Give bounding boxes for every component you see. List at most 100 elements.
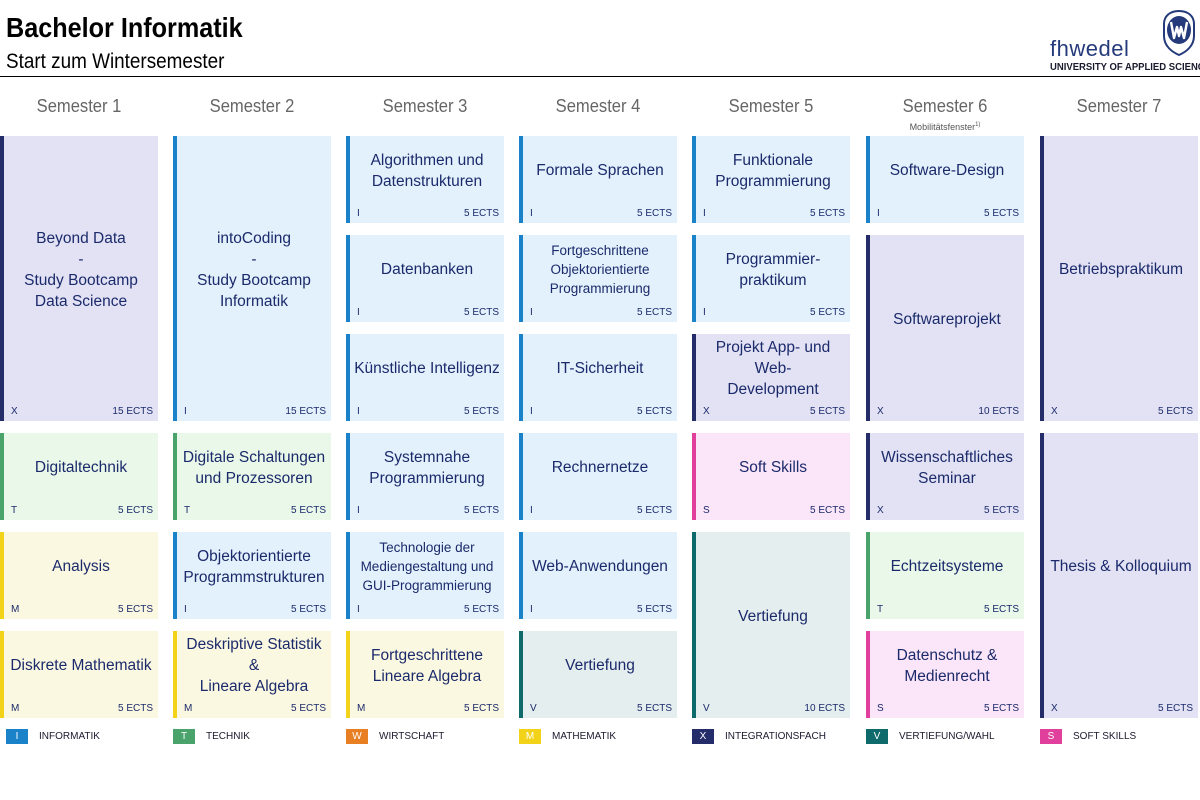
module-card-softwareprojekt: Softwareprojekt X 10 ECTS bbox=[866, 235, 1024, 421]
module-title: Formale Sprachen bbox=[536, 162, 664, 179]
semester-2-heading: Semester 2 bbox=[209, 96, 295, 116]
module-card-web-anwendungen: Web-Anwendungen I 5 ECTS bbox=[519, 532, 677, 619]
module-category-code: X bbox=[11, 406, 18, 417]
module-ects: 5 ECTS bbox=[290, 604, 326, 615]
module-card-kuenstliche-intelligenz: Künstliche Intelligenz I 5 ECTS bbox=[346, 334, 504, 421]
module-ects: 5 ECTS bbox=[463, 307, 499, 318]
module-ects: 5 ECTS bbox=[636, 208, 672, 219]
module-ects: 5 ECTS bbox=[463, 505, 499, 516]
module-category-code: I bbox=[530, 307, 533, 318]
module-ects: 5 ECTS bbox=[636, 406, 672, 417]
module-title: Funktionale Programmierung bbox=[715, 151, 831, 190]
module-title: Beyond Data - Study Bootcamp Data Scienc… bbox=[24, 229, 138, 310]
module-card-soft-skills: Soft Skills S 5 ECTS bbox=[692, 433, 850, 520]
semester-3-heading: Semester 3 bbox=[382, 96, 468, 116]
module-ects: 5 ECTS bbox=[117, 703, 153, 714]
module-title: Software-Design bbox=[889, 162, 1005, 179]
module-ects: 10 ECTS bbox=[978, 406, 1019, 417]
module-title: Softwareprojekt bbox=[893, 310, 1001, 328]
header-divider bbox=[0, 76, 1200, 77]
module-ects: 5 ECTS bbox=[809, 208, 845, 219]
module-category-code: I bbox=[530, 604, 533, 615]
module-title: Digitaltechnik bbox=[34, 459, 128, 476]
module-title: Vertiefung bbox=[565, 657, 635, 674]
module-category-code: X bbox=[703, 406, 710, 417]
module-title: Analysis bbox=[52, 558, 110, 575]
module-card-digitale-schaltungen-und-prozessoren: Digitale Schaltungen und Prozessoren T 5 E… bbox=[173, 433, 331, 520]
module-title: Deskriptive Statistik & Lineare Algebra bbox=[186, 636, 322, 695]
module-category-code: X bbox=[1051, 406, 1058, 417]
mobility-window-footnote-mark: 1) bbox=[975, 122, 981, 128]
module-ects: 5 ECTS bbox=[290, 703, 326, 714]
module-title: Diskrete Mathematik bbox=[10, 657, 152, 674]
module-category-code: I bbox=[530, 505, 533, 516]
module-card-vertiefung: Vertiefung V 10 ECTS bbox=[692, 532, 850, 718]
module-ects: 5 ECTS bbox=[809, 307, 845, 318]
module-category-code: M bbox=[357, 703, 366, 714]
module-title: Web-Anwendungen bbox=[532, 558, 668, 575]
module-title: Künstliche Intelligenz bbox=[354, 360, 500, 377]
module-ects: 5 ECTS bbox=[636, 703, 672, 714]
module-ects: 5 ECTS bbox=[809, 505, 845, 516]
semester-4-heading: Semester 4 bbox=[555, 96, 641, 116]
module-category-code: X bbox=[877, 505, 884, 516]
mobility-window-label: Mobilitätsfenster bbox=[909, 122, 976, 132]
semester-7-heading: Semester 7 bbox=[1076, 96, 1162, 116]
module-ects: 5 ECTS bbox=[463, 208, 499, 219]
page-subtitle: Start zum Wintersemester bbox=[6, 50, 225, 73]
module-category-code: S bbox=[877, 703, 884, 714]
module-category-code: I bbox=[703, 307, 706, 318]
module-category-code: M bbox=[11, 604, 20, 615]
module-category-code: I bbox=[357, 604, 360, 615]
module-category-code: M bbox=[11, 703, 20, 714]
module-ects: 5 ECTS bbox=[117, 604, 153, 615]
module-card-fortgeschrittene-lineare-algebra: Fortgeschrittene Lineare Algebra M 5 ECTS bbox=[346, 631, 504, 718]
legend-swatch: T bbox=[173, 729, 195, 744]
module-category-code: I bbox=[530, 406, 533, 417]
module-category-code: I bbox=[357, 505, 360, 516]
legend-label: MATHEMATIK bbox=[552, 731, 617, 742]
module-category-code: I bbox=[184, 406, 187, 417]
module-category-code: T bbox=[11, 505, 18, 516]
legend-swatch: S bbox=[1040, 729, 1062, 744]
module-ects: 5 ECTS bbox=[636, 604, 672, 615]
module-ects: 5 ECTS bbox=[463, 604, 499, 615]
module-card-intocoding-study-bootcamp-informatik: intoCoding - Study Bootcamp Informatik I 1… bbox=[173, 136, 331, 421]
module-card-datenbanken: Datenbanken I 5 ECTS bbox=[346, 235, 504, 322]
module-ects: 5 ECTS bbox=[1157, 406, 1193, 417]
module-card-digitaltechnik: Digitaltechnik T 5 ECTS bbox=[0, 433, 158, 520]
module-title: IT-Sicherheit bbox=[556, 360, 644, 377]
module-ects: 5 ECTS bbox=[983, 604, 1019, 615]
module-ects: 5 ECTS bbox=[983, 703, 1019, 714]
module-card-technologie-der-mediengestaltung-und-gui-programmierung: Technologie der Mediengestaltung und GUI… bbox=[346, 532, 504, 619]
module-card-betriebspraktikum: Betriebspraktikum X 5 ECTS bbox=[1040, 136, 1198, 421]
module-ects: 5 ECTS bbox=[463, 406, 499, 417]
module-title: Wissenschaftliches Seminar bbox=[881, 448, 1013, 487]
module-card-wissenschaftliches-seminar: Wissenschaftliches Seminar X 5 ECTS bbox=[866, 433, 1024, 520]
module-ects: 5 ECTS bbox=[636, 505, 672, 516]
module-ects: 5 ECTS bbox=[636, 307, 672, 318]
legend-label: WIRTSCHAFT bbox=[379, 731, 445, 742]
module-card-diskrete-mathematik: Diskrete Mathematik M 5 ECTS bbox=[0, 631, 158, 718]
module-card-algorithmen-und-datenstrukturen: Algorithmen und Datenstrukturen I 5 ECTS bbox=[346, 136, 504, 223]
module-title: Technologie der Mediengestaltung und GUI… bbox=[360, 540, 494, 593]
module-title: Echtzeitsysteme bbox=[890, 558, 1004, 575]
module-card-fortgeschrittene-objektorientierte-programmierung: Fortgeschrittene Objektorientierte Progr… bbox=[519, 235, 677, 322]
legend-label: VERTIEFUNG/WAHL bbox=[899, 731, 995, 742]
module-card-datenschutz-and-medienrecht: Datenschutz & Medienrecht S 5 ECTS bbox=[866, 631, 1024, 718]
legend-label: INFORMATIK bbox=[39, 731, 100, 742]
page-header: Bachelor Informatik Start zum Winterseme… bbox=[0, 0, 1200, 78]
module-category-code: V bbox=[703, 703, 710, 714]
legend-swatch: V bbox=[866, 729, 888, 744]
module-card-formale-sprachen: Formale Sprachen I 5 ECTS bbox=[519, 136, 677, 223]
module-ects: 5 ECTS bbox=[1157, 703, 1193, 714]
module-ects: 15 ECTS bbox=[285, 406, 326, 417]
legend-swatch: M bbox=[519, 729, 541, 744]
module-title: Betriebspraktikum bbox=[1058, 261, 1184, 278]
module-category-code: X bbox=[877, 406, 884, 417]
fh-wedel-logo: fhwedel UNIVERSITY OF APPLIED SCIENCES bbox=[1040, 8, 1200, 74]
module-category-code: I bbox=[357, 307, 360, 318]
module-ects: 5 ECTS bbox=[983, 208, 1019, 219]
module-card-software-design: Software-Design I 5 ECTS bbox=[866, 136, 1024, 223]
module-card-beyond-data-study-bootcamp-data-science: Beyond Data - Study Bootcamp Data Scienc… bbox=[0, 136, 158, 421]
